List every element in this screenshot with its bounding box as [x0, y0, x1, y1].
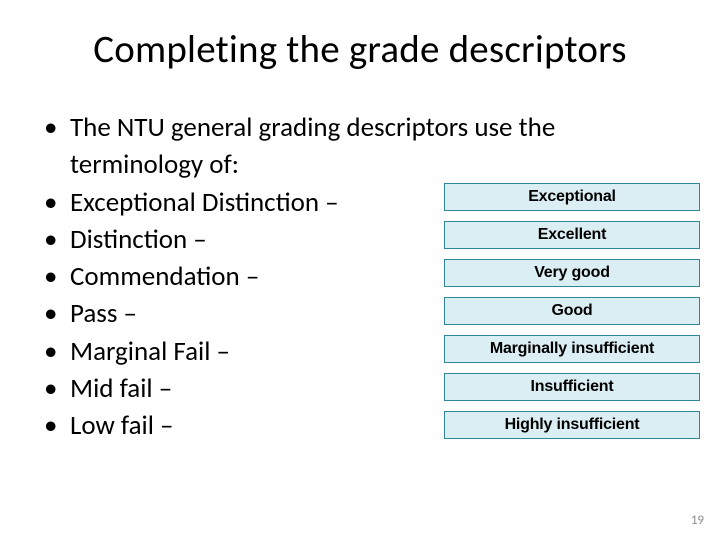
bullet-intro: The NTU general grading descriptors use …	[44, 109, 676, 184]
slide-body: The NTU general grading descriptors use …	[44, 109, 676, 444]
label-box-column: Exceptional Excellent Very good Good Mar…	[444, 183, 700, 439]
label-box: Good	[444, 297, 700, 325]
label-box: Exceptional	[444, 183, 700, 211]
page-number: 19	[691, 513, 704, 528]
label-box: Marginally insufficient	[444, 335, 700, 363]
label-box: Excellent	[444, 221, 700, 249]
label-box: Very good	[444, 259, 700, 287]
label-box: Highly insufficient	[444, 411, 700, 439]
slide: Completing the grade descriptors The NTU…	[0, 0, 720, 540]
slide-title: Completing the grade descriptors	[44, 26, 676, 73]
label-box: Insufficient	[444, 373, 700, 401]
